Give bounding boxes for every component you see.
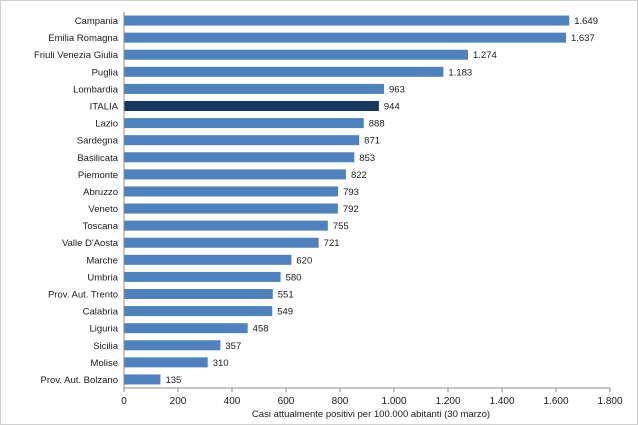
value-label-liguria: 458 bbox=[253, 324, 269, 335]
category-label-lazio: Lazio bbox=[95, 119, 118, 130]
bar-friuli-venezia-giulia bbox=[124, 49, 468, 60]
category-label-marche: Marche bbox=[86, 255, 118, 266]
category-label-molise: Molise bbox=[91, 358, 118, 369]
value-label-piemonte: 822 bbox=[351, 170, 367, 181]
value-label-marche: 620 bbox=[296, 255, 312, 266]
x-tick-label: 800 bbox=[332, 396, 349, 407]
x-tick-label: 1.200 bbox=[435, 396, 460, 407]
category-label-campania: Campania bbox=[75, 16, 119, 27]
category-label-puglia: Puglia bbox=[92, 67, 119, 78]
value-label-basilicata: 853 bbox=[359, 153, 375, 164]
value-label-veneto: 792 bbox=[343, 204, 359, 215]
x-tick-label: 400 bbox=[224, 396, 241, 407]
value-label-molise: 310 bbox=[213, 358, 229, 369]
bar-sardegna bbox=[124, 135, 360, 146]
bar-calabria bbox=[124, 306, 273, 317]
category-label-lombardia: Lombardia bbox=[73, 84, 119, 95]
x-ticks-group: 0 200 400 600 800 1.000 1.200 1.400 1.600 1.800 bbox=[121, 388, 623, 407]
x-tick-label: 600 bbox=[278, 396, 295, 407]
bar-toscana bbox=[124, 220, 328, 231]
category-label-prov-aut-bolzano: Prov. Aut. Bolzano bbox=[41, 375, 118, 386]
category-label-abruzzo: Abruzzo bbox=[83, 187, 118, 198]
value-label-italia: 944 bbox=[384, 102, 400, 113]
value-label-friuli-venezia-giulia: 1.274 bbox=[473, 50, 497, 61]
value-label-sicilia: 357 bbox=[225, 341, 241, 352]
bar-emilia-romagna bbox=[124, 32, 566, 43]
bar-basilicata bbox=[124, 152, 355, 163]
value-label-lazio: 888 bbox=[369, 119, 385, 130]
category-label-sicilia: Sicilia bbox=[93, 341, 119, 352]
bar-italia bbox=[124, 101, 379, 111]
value-label-umbria: 580 bbox=[286, 272, 302, 283]
value-label-prov-aut-bolzano: 135 bbox=[165, 375, 181, 386]
x-tick-label: 1.000 bbox=[381, 396, 406, 407]
bar-veneto bbox=[124, 203, 338, 214]
category-label-liguria: Liguria bbox=[89, 324, 118, 335]
bar-campania bbox=[124, 15, 570, 26]
value-label-emilia-romagna: 1.637 bbox=[571, 33, 595, 44]
category-label-italia: ITALIA bbox=[90, 102, 119, 113]
x-tick-label: 1.400 bbox=[489, 396, 514, 407]
bar-umbria bbox=[124, 271, 281, 282]
category-label-umbria: Umbria bbox=[87, 272, 118, 283]
bar-lazio bbox=[124, 118, 364, 129]
bar-molise bbox=[124, 357, 208, 368]
x-tick-label: 1.600 bbox=[543, 396, 568, 407]
bar-liguria bbox=[124, 323, 248, 334]
bar-lombardia bbox=[124, 83, 385, 94]
category-label-prov-aut-trento: Prov. Aut. Trento bbox=[48, 290, 118, 301]
category-label-basilicata: Basilicata bbox=[77, 153, 118, 164]
x-tick-label: 0 bbox=[121, 396, 127, 407]
category-label-valle-d-aosta: Valle D'Aosta bbox=[62, 238, 119, 249]
value-label-calabria: 549 bbox=[277, 307, 293, 318]
value-label-sardegna: 871 bbox=[364, 136, 380, 147]
bar-prov-aut-bolzano bbox=[124, 374, 161, 385]
bar-piemonte bbox=[124, 169, 346, 180]
category-label-friuli-venezia-giulia: Friuli Venezia Giulia bbox=[34, 50, 119, 61]
x-axis-title: Casi attualmente positivi per 100.000 ab… bbox=[252, 409, 490, 420]
bar-sicilia bbox=[124, 340, 221, 351]
x-tick-label: 200 bbox=[170, 396, 187, 407]
category-label-emilia-romagna: Emilia Romagna bbox=[48, 33, 118, 44]
bar-puglia bbox=[124, 66, 444, 77]
category-label-sardegna: Sardegna bbox=[77, 136, 119, 147]
category-label-calabria: Calabria bbox=[83, 307, 119, 318]
value-label-campania: 1.649 bbox=[574, 16, 598, 27]
bar-prov-aut-trento bbox=[124, 289, 273, 299]
category-label-veneto: Veneto bbox=[88, 204, 118, 215]
value-label-abruzzo: 793 bbox=[343, 187, 359, 198]
value-label-valle-d-aosta: 721 bbox=[324, 238, 340, 249]
bar-abruzzo bbox=[124, 186, 339, 197]
value-label-lombardia: 963 bbox=[389, 84, 405, 95]
bar-marche bbox=[124, 254, 292, 265]
value-label-prov-aut-trento: 551 bbox=[278, 290, 294, 301]
x-tick-label: 1.800 bbox=[597, 396, 622, 407]
category-label-toscana: Toscana bbox=[83, 221, 119, 232]
value-label-puglia: 1.183 bbox=[448, 67, 472, 78]
category-label-piemonte: Piemonte bbox=[78, 170, 118, 181]
bars-group: Campania 1.649 Emilia Romagna 1.637 Friuli V… bbox=[34, 15, 598, 386]
bar-valle-d-aosta bbox=[124, 237, 319, 248]
value-label-toscana: 755 bbox=[333, 221, 349, 232]
